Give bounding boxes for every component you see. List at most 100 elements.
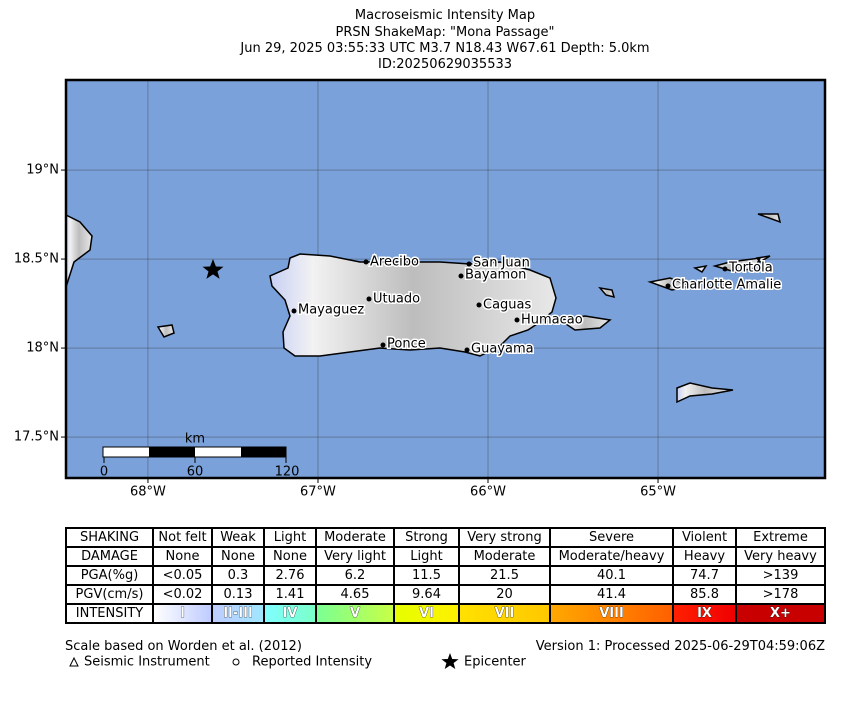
legend-cell: I — [152, 603, 213, 624]
culebra — [598, 286, 616, 299]
bvi — [692, 255, 771, 273]
puerto-rico — [269, 253, 557, 357]
legend-cell: VI — [393, 603, 460, 624]
legend-cell: Not felt — [152, 527, 213, 548]
legend-cell: 20 — [458, 584, 551, 605]
city-label: Bayamon — [465, 268, 526, 283]
legend-cell: Severe — [549, 527, 674, 548]
symbol-label: Seismic Instrument — [84, 655, 210, 670]
legend-cell: 0.13 — [211, 584, 265, 605]
y-tick-label: 17.5°N — [14, 430, 59, 445]
scale-bar: km 0 60 120 — [100, 432, 300, 480]
legend-cell: 41.4 — [549, 584, 674, 605]
legend-cell: 0.3 — [211, 565, 265, 586]
legend-row: SHAKING Not felt Weak Light Moderate Strong Ve… — [65, 527, 826, 548]
x-tick-label: 65°W — [640, 485, 676, 500]
city-label: Humacao — [521, 313, 583, 328]
instrument-symbol — [69, 656, 79, 667]
legend-cell: Moderate — [315, 527, 395, 548]
legend-row: INTENSITY I II-III IV V VI VII VIII IX X+ — [65, 603, 826, 624]
event-id: ID:20250629035533 — [377, 57, 513, 72]
x-tick-label: 68°W — [130, 485, 166, 500]
legend-row-header: PGV(cm/s) — [65, 584, 154, 605]
legend-cell: None — [263, 546, 317, 567]
legend-cell: Very strong — [458, 527, 551, 548]
legend-row-header: PGA(%g) — [65, 565, 154, 586]
x-tick-label: 67°W — [300, 485, 336, 500]
legend-cell: None — [152, 546, 213, 567]
version: Version 1: Processed 2025-06-29T04:59:06… — [535, 639, 825, 654]
legend-cell: Heavy — [672, 546, 737, 567]
legend-cell: Very light — [315, 546, 395, 567]
legend-cell: X+ — [735, 603, 826, 624]
vieques — [557, 315, 612, 331]
legend-cell: 1.41 — [263, 584, 317, 605]
symbol-label: Epicenter — [464, 655, 527, 670]
legend-cell: None — [211, 546, 265, 567]
city-label: Arecibo — [370, 255, 419, 270]
map: Arecibo San Juan Bayamon Utuado Mayaguez… — [14, 78, 827, 500]
intensity-legend: SHAKING Not felt Weak Light Moderate Strong Ve… — [65, 527, 826, 624]
city-label: Charlotte Amalie — [672, 278, 781, 293]
city-label: Utuado — [373, 292, 420, 307]
legend-cell: Weak — [211, 527, 265, 548]
legend-cell: VII — [458, 603, 551, 624]
city-marker — [476, 302, 482, 308]
scale-note: Scale based on Worden et al. (2012) — [65, 639, 302, 654]
scale-unit: km — [185, 432, 205, 447]
legend-cell: Strong — [393, 527, 460, 548]
scale-block — [149, 447, 195, 457]
legend-cell: Moderate/heavy — [549, 546, 674, 567]
st-thomas — [647, 277, 693, 291]
legend-row-header: DAMAGE — [65, 546, 154, 567]
legend-row: DAMAGE None None None Very light Light Moderat… — [65, 546, 826, 567]
legend-cell: V — [315, 603, 395, 624]
subtitle: PRSN ShakeMap: "Mona Passage" — [335, 25, 555, 40]
scale-tick-label: 0 — [100, 465, 108, 480]
legend-cell: 85.8 — [672, 584, 737, 605]
legend-cell: 74.7 — [672, 565, 737, 586]
scale-tick-label: 120 — [275, 465, 300, 480]
city-marker — [514, 317, 520, 323]
city-marker — [466, 261, 472, 267]
legend-cell: Light — [263, 527, 317, 548]
title: Macroseismic Intensity Map — [354, 8, 536, 23]
legend-cell: II-III — [211, 603, 265, 624]
city-marker — [291, 308, 297, 314]
y-tick-label: 18°N — [26, 341, 59, 356]
legend-cell: 4.65 — [315, 584, 395, 605]
legend-row-header: INTENSITY — [65, 603, 154, 624]
mona — [156, 324, 175, 338]
legend-cell: <0.05 — [152, 565, 213, 586]
city-marker — [665, 283, 671, 289]
y-tick-label: 18.5°N — [14, 252, 59, 267]
legend-cell: Extreme — [735, 527, 826, 548]
epicenter-star — [202, 259, 224, 279]
city-marker — [464, 347, 470, 353]
legend-row-header: SHAKING — [65, 527, 154, 548]
legend-cell: 2.76 — [263, 565, 317, 586]
scale-tick-label: 60 — [187, 465, 204, 480]
y-tick-label: 19°N — [26, 163, 59, 178]
x-tick-label: 66°W — [470, 485, 506, 500]
legend-cell: Light — [393, 546, 460, 567]
city-label: San Juan — [473, 256, 530, 271]
legend-cell: VIII — [549, 603, 674, 624]
city-marker — [722, 266, 728, 272]
city-marker — [366, 296, 372, 302]
legend-cell: Very heavy — [735, 546, 826, 567]
anegada — [757, 213, 782, 224]
city-label: Ponce — [387, 337, 426, 352]
symbol-key: Seismic Instrument Reported Intensity Ep… — [69, 653, 527, 670]
event-info: Jun 29, 2025 03:55:33 UTC M3.7 N18.43 W6… — [240, 41, 650, 56]
legend-cell: >139 — [735, 565, 826, 586]
city-marker — [363, 259, 369, 265]
legend-row: PGV(cm/s) <0.02 0.13 1.41 4.65 9.64 20 41.4 85.8… — [65, 584, 826, 605]
legend-cell: Violent — [672, 527, 737, 548]
st-croix — [676, 382, 734, 404]
epicenter-symbol — [441, 653, 459, 669]
city-label: Guayama — [471, 342, 534, 357]
legend-cell: 6.2 — [315, 565, 395, 586]
city-marker — [458, 273, 464, 279]
